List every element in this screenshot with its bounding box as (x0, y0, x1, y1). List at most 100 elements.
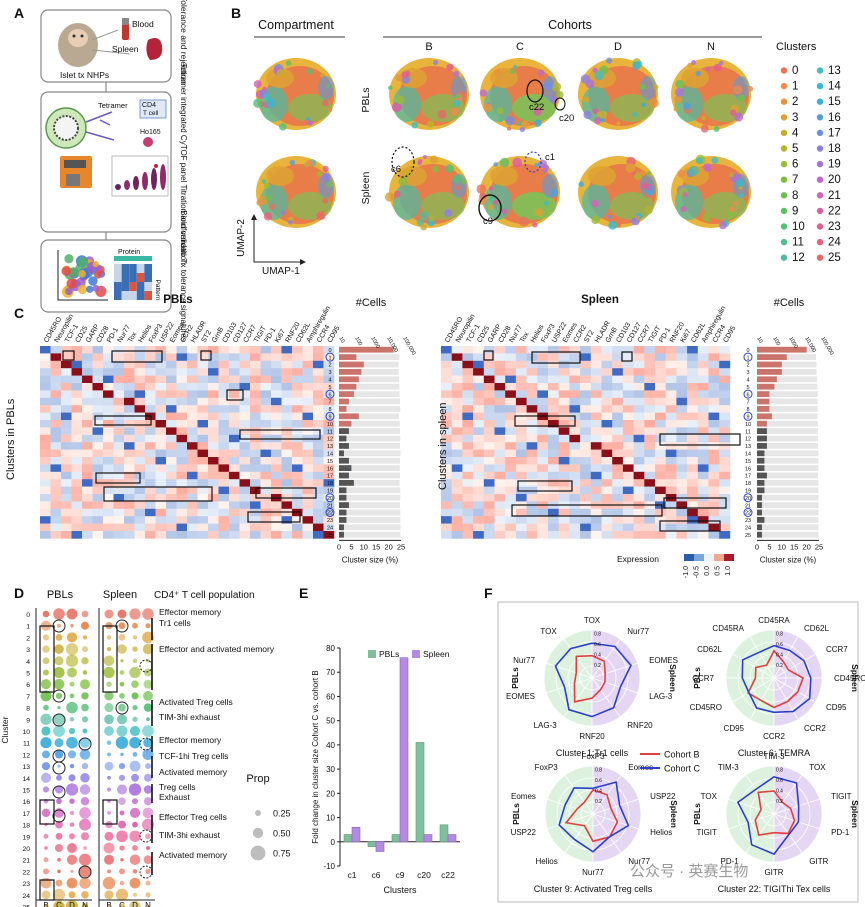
heat-cell (250, 368, 261, 376)
umap-point (735, 179, 745, 188)
heat-cell (697, 405, 709, 413)
prop-dot (67, 750, 77, 759)
heat-cell (548, 405, 559, 413)
heat-cell (687, 457, 699, 465)
heat-cell (197, 486, 209, 495)
umap-point (289, 159, 295, 166)
heat-cell (601, 346, 613, 354)
heat-cell (655, 375, 666, 384)
legend-label: 9 (792, 205, 798, 217)
prop-dot (102, 876, 116, 890)
umap-blob (77, 257, 89, 268)
heat-cell (323, 449, 335, 458)
heat-cell (462, 383, 474, 391)
violin-mark (160, 164, 166, 190)
prop-dot (120, 858, 124, 862)
umap-point (580, 74, 591, 84)
umap-region (490, 166, 518, 186)
heat-cell (687, 442, 699, 450)
dot-cluster-label: 19 (22, 834, 30, 841)
heat-cell (622, 486, 634, 495)
heat-cell (50, 531, 62, 539)
legend-label: 19 (828, 159, 841, 171)
heat-cell (61, 368, 72, 376)
pattern-cell (129, 282, 137, 291)
prop-dot (104, 609, 114, 619)
heat-cell (494, 412, 506, 421)
heat-cell (473, 442, 485, 450)
marker-label: Tox (519, 331, 531, 344)
heat-cell (71, 442, 83, 450)
heat-cell (665, 360, 677, 369)
heat-cell (483, 531, 495, 539)
heat-cell (687, 383, 699, 391)
dot-circle (52, 785, 66, 799)
heat-cell (655, 353, 666, 362)
legend-dot (816, 176, 824, 183)
heat-cell (313, 494, 324, 502)
heat-cell (441, 360, 452, 369)
heat-cell (676, 375, 688, 384)
heat-cell (622, 420, 634, 428)
umap-point (433, 59, 439, 66)
heat-cell (145, 516, 156, 524)
heat-cell (676, 449, 688, 458)
heat-cell (515, 375, 527, 384)
cells-bar (757, 480, 819, 486)
heat-cell (494, 397, 506, 406)
heat-cell (644, 508, 656, 517)
size-tick: 0 (755, 542, 759, 551)
heat-cell (505, 486, 517, 495)
heat-cell (708, 516, 720, 524)
cells-tick: 100 (353, 336, 363, 347)
heat-cell (176, 486, 188, 495)
prop-dot (143, 773, 153, 782)
heat-cell (601, 449, 613, 458)
heat-cell (292, 531, 303, 539)
heat-cell (271, 464, 282, 473)
cluster-number: 11 (745, 429, 751, 435)
heat-cell (494, 427, 506, 436)
umap-point (483, 103, 493, 113)
heat-cell (302, 449, 314, 458)
heat-cell (239, 427, 251, 436)
heat-cell (548, 353, 559, 362)
cluster-number: 24 (745, 526, 751, 532)
cells-bar (339, 502, 401, 508)
heat-cell (239, 531, 251, 539)
heat-cell (590, 383, 602, 391)
umap-point (322, 197, 329, 204)
umap-point (253, 80, 262, 88)
heat-cell (537, 368, 549, 376)
heat-cell (124, 471, 135, 480)
e-tick-label: -10 (323, 862, 335, 871)
heat-cell (580, 486, 592, 495)
umap-point (502, 208, 508, 215)
cells-bar (757, 435, 819, 442)
heat-cell (40, 442, 51, 450)
umap-point (594, 116, 602, 125)
prop-dot (67, 667, 77, 678)
heat-cell (113, 486, 125, 495)
heat-cell (103, 397, 114, 406)
heat-cell (124, 383, 135, 391)
heat-cell (124, 442, 135, 450)
heat-cell (569, 405, 581, 413)
heat-cell (622, 471, 634, 480)
heat-cell (92, 449, 104, 458)
heat-cell (708, 501, 720, 510)
panel-letter-D: D (14, 585, 24, 601)
heat-cell (302, 375, 314, 384)
heat-cell (451, 486, 463, 495)
umap-point (265, 98, 276, 108)
heat-cell (462, 531, 474, 539)
heat-cell (103, 508, 114, 517)
heat-cell (612, 523, 624, 532)
heat-cell (451, 383, 463, 391)
heat-cell (239, 457, 251, 465)
legend-label: 7 (792, 174, 798, 186)
size-tick: 25 (397, 542, 405, 551)
pattern-cell (114, 273, 122, 282)
radar-axis-label: Helios (535, 857, 557, 866)
size-label: Cluster size (%) (760, 555, 817, 564)
